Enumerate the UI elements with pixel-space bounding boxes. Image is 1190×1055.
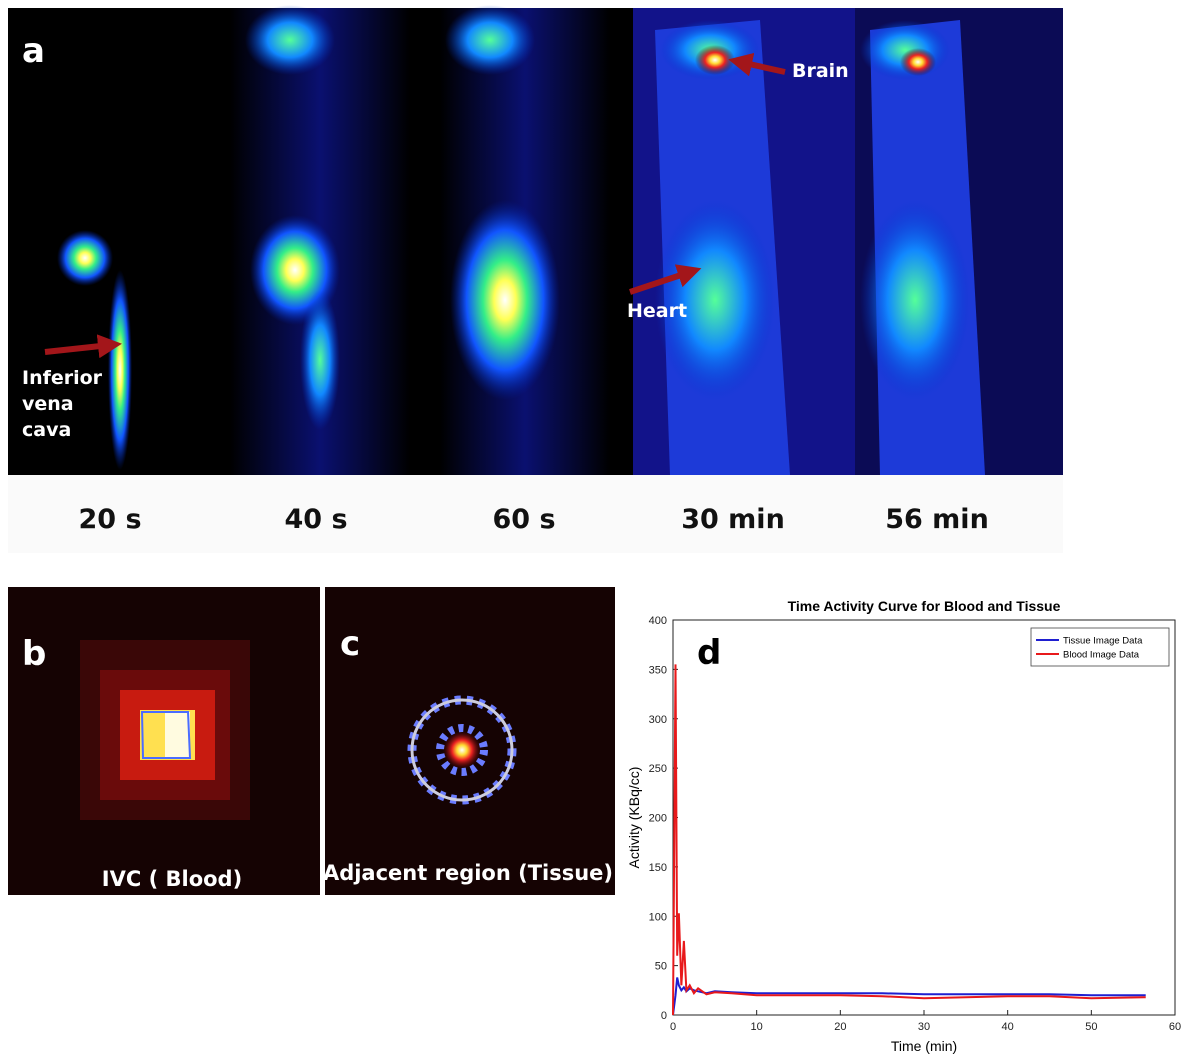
x-tick-label: 30 bbox=[918, 1021, 930, 1033]
caption: Adjacent region (Tissue) bbox=[323, 861, 613, 885]
annotation: vena bbox=[22, 393, 74, 415]
y-tick-label: 300 bbox=[649, 714, 667, 726]
time-label: 56 min bbox=[885, 504, 989, 535]
time-label: 20 s bbox=[78, 504, 141, 535]
time-label: 60 s bbox=[492, 504, 555, 535]
annotation: cava bbox=[22, 419, 71, 441]
panel-label: d bbox=[697, 633, 721, 673]
legend-label: Tissue Image Data bbox=[1063, 636, 1143, 647]
x-tick-label: 10 bbox=[751, 1021, 763, 1033]
panel-a: a Inferior vena cava Brain Heart 20 s 40… bbox=[8, 5, 1063, 553]
annotation: Inferior bbox=[22, 367, 103, 389]
x-tick-label: 20 bbox=[834, 1021, 846, 1033]
panel-label: a bbox=[22, 31, 45, 71]
x-tick-label: 50 bbox=[1085, 1021, 1097, 1033]
y-tick-label: 100 bbox=[649, 911, 667, 923]
panel-label: c bbox=[340, 624, 360, 664]
panel-label: b bbox=[22, 634, 46, 674]
y-tick-label: 350 bbox=[649, 664, 667, 676]
annotation: Brain bbox=[792, 60, 849, 82]
time-label: 40 s bbox=[284, 504, 347, 535]
y-tick-label: 250 bbox=[649, 763, 667, 775]
y-tick-label: 0 bbox=[661, 1010, 667, 1022]
caption: IVC ( Blood) bbox=[102, 867, 242, 891]
annotation: Heart bbox=[627, 300, 687, 322]
y-axis-label: Activity (KBq/cc) bbox=[626, 767, 642, 869]
x-tick-label: 40 bbox=[1002, 1021, 1014, 1033]
y-tick-label: 150 bbox=[649, 862, 667, 874]
chart-title: Time Activity Curve for Blood and Tissue bbox=[788, 598, 1061, 614]
x-axis-label: Time (min) bbox=[891, 1038, 957, 1054]
x-tick-label: 60 bbox=[1169, 1021, 1181, 1033]
panel-c: c Adjacent region (Tissue) bbox=[323, 587, 615, 895]
y-tick-label: 50 bbox=[655, 961, 667, 973]
y-tick-label: 200 bbox=[649, 813, 667, 825]
figure: a Inferior vena cava Brain Heart 20 s 40… bbox=[0, 0, 1190, 1055]
panel-d: d Time Activity Curve for Blood and Tiss… bbox=[625, 592, 1190, 1055]
x-tick-label: 0 bbox=[670, 1021, 676, 1033]
legend-label: Blood Image Data bbox=[1063, 650, 1140, 661]
time-label: 30 min bbox=[681, 504, 785, 535]
y-tick-label: 400 bbox=[649, 615, 667, 627]
panel-b: b IVC ( Blood) bbox=[8, 587, 320, 895]
